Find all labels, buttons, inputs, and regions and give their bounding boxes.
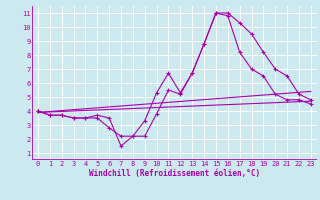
X-axis label: Windchill (Refroidissement éolien,°C): Windchill (Refroidissement éolien,°C) — [89, 169, 260, 178]
